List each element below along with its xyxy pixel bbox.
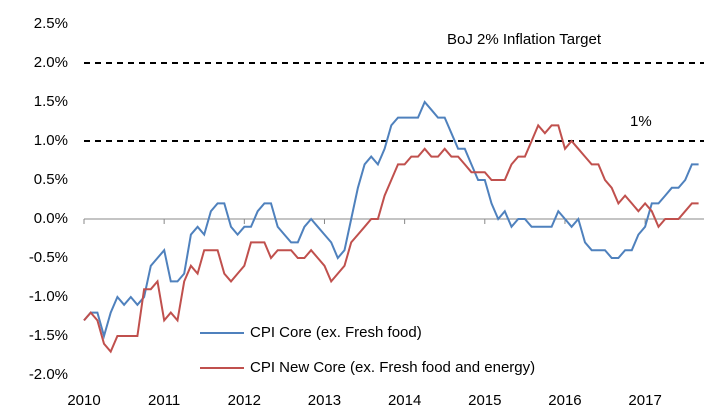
- y-tick-label: 0.0%: [34, 210, 68, 227]
- y-tick-label: 2.0%: [34, 54, 68, 71]
- y-tick-label: 1.5%: [34, 93, 68, 110]
- legend-label: CPI New Core (ex. Fresh food and energy): [250, 359, 535, 376]
- y-tick-label: -2.0%: [29, 366, 68, 383]
- x-tick-label: 2013: [308, 392, 341, 409]
- reference-label: 1%: [630, 113, 652, 130]
- x-tick-label: 2015: [468, 392, 501, 409]
- series-line: [83, 123, 699, 354]
- x-tick-label: 2014: [388, 392, 421, 409]
- y-tick-label: 2.5%: [34, 15, 68, 32]
- y-tick-label: -0.5%: [29, 249, 68, 266]
- legend-label: CPI Core (ex. Fresh food): [250, 324, 422, 341]
- series-line: [83, 100, 699, 340]
- x-tick-label: 2017: [628, 392, 661, 409]
- x-tick-label: 2016: [548, 392, 581, 409]
- y-tick-label: -1.5%: [29, 327, 68, 344]
- y-tick-label: -1.0%: [29, 288, 68, 305]
- x-tick-label: 2011: [148, 392, 180, 409]
- y-tick-label: 0.5%: [34, 171, 68, 188]
- y-tick-label: 1.0%: [34, 132, 68, 149]
- x-tick-label: 2012: [228, 392, 261, 409]
- reference-label: BoJ 2% Inflation Target: [447, 31, 602, 48]
- x-tick-label: 2010: [67, 392, 100, 409]
